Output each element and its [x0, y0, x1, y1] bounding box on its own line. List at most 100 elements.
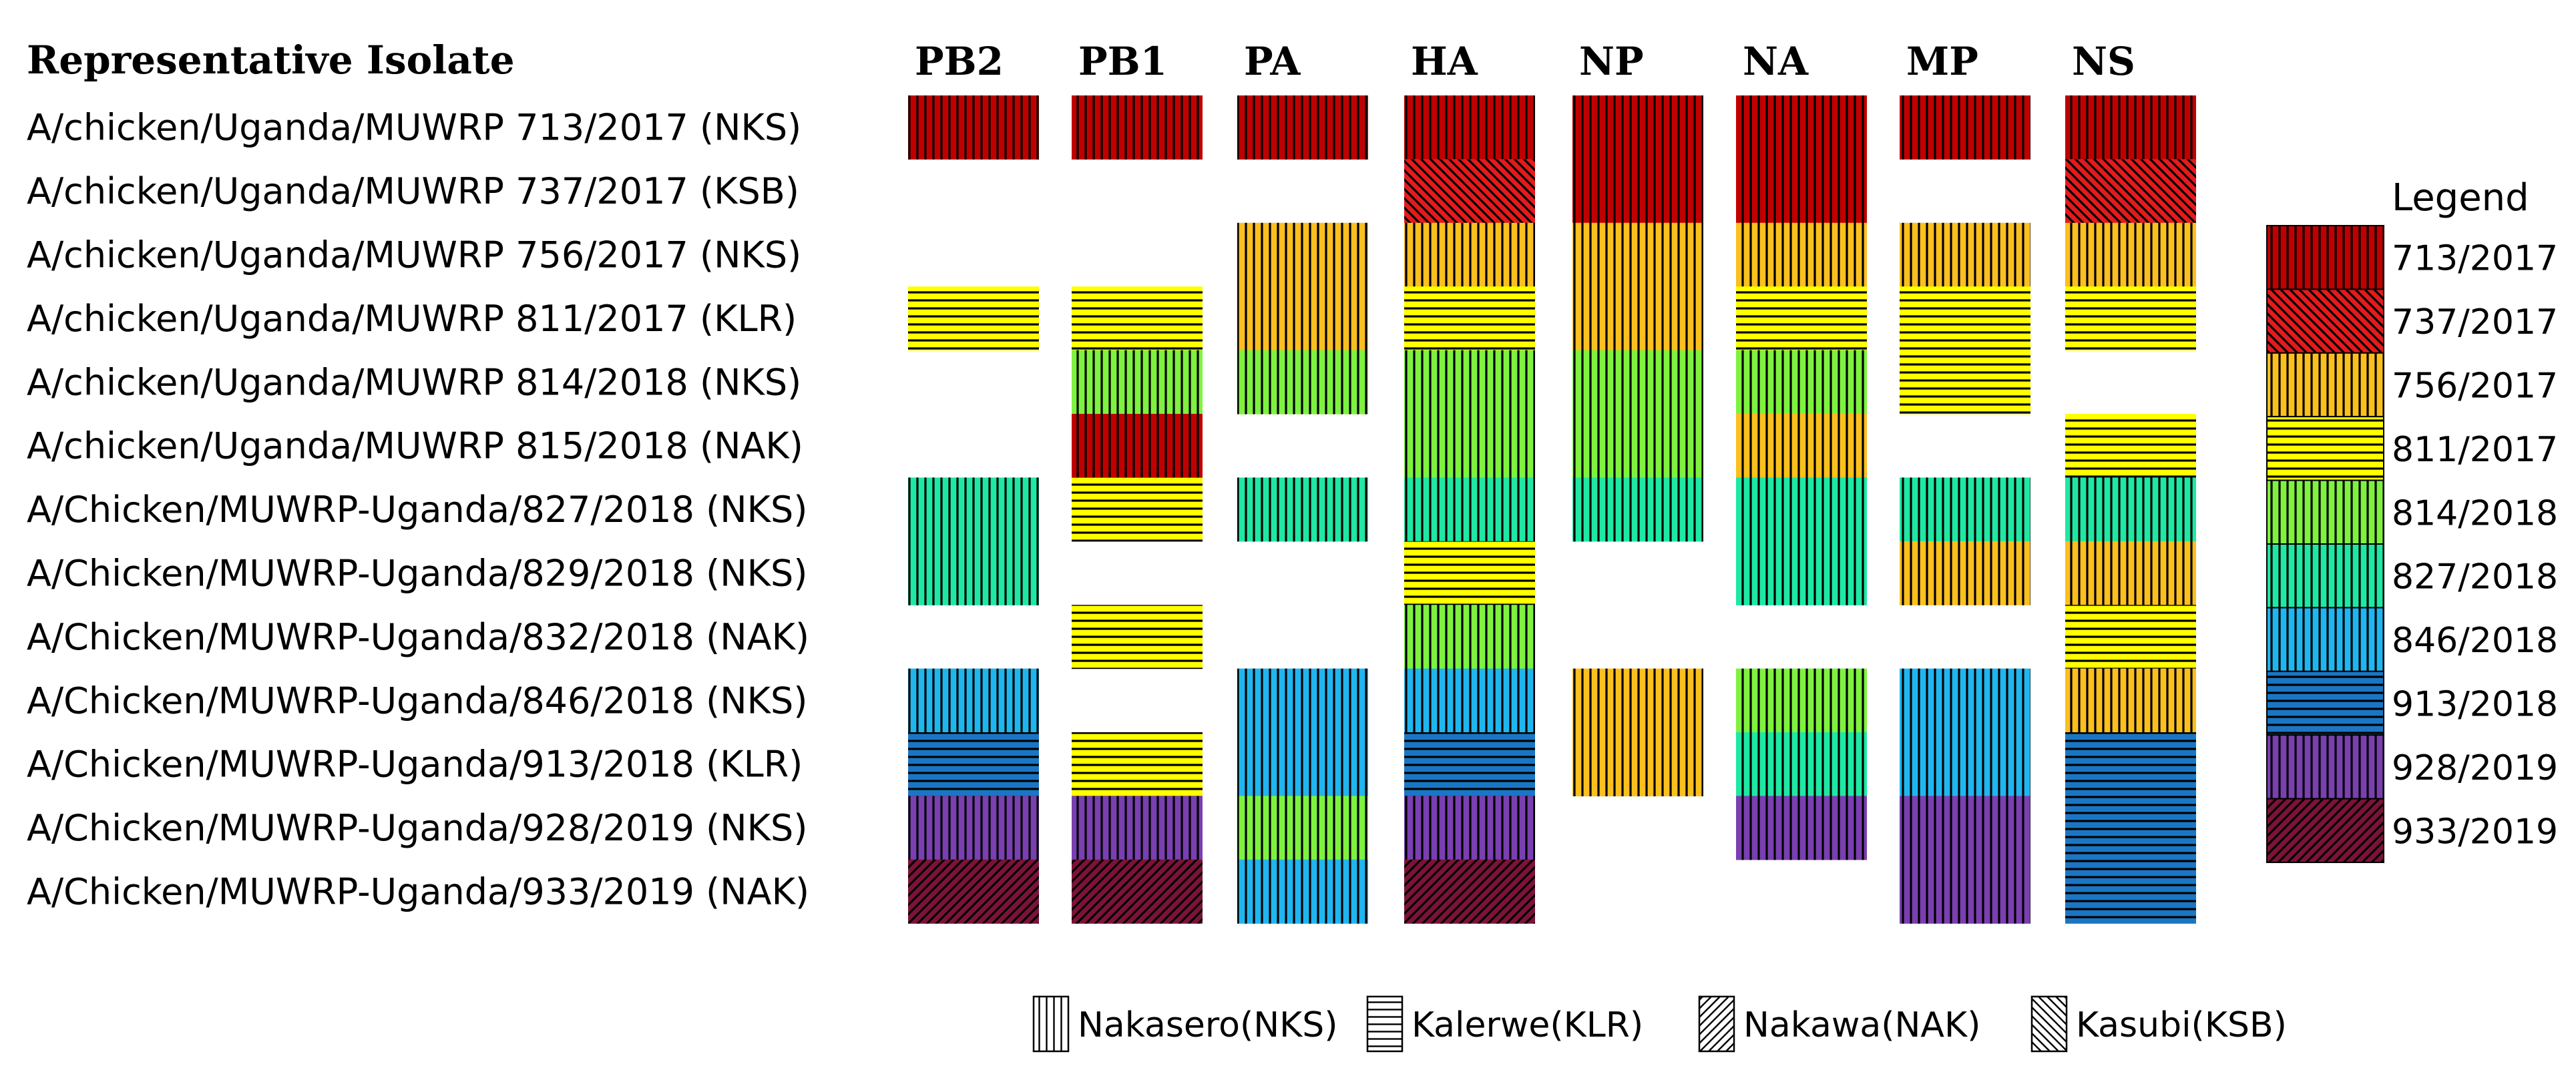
isolate-label: A/chicken/Uganda/MUWRP 814/2018 (NKS): [27, 361, 801, 403]
cell-na-713-2017: [1736, 95, 1867, 160]
cell-na-928-2019: [1736, 796, 1867, 860]
cell-np-814-2018: [1572, 414, 1703, 478]
cell-ha-756-2017: [1404, 222, 1535, 287]
legend-swatch-814-2018: [2266, 479, 2384, 545]
cell-na-756-2017: [1736, 414, 1867, 478]
cell-ha-713-2017: [1404, 95, 1535, 160]
isolate-label: A/chicken/Uganda/MUWRP 756/2017 (NKS): [27, 234, 801, 276]
legend-label-846-2018: 846/2018: [2392, 621, 2558, 661]
cell-na-811-2017: [1736, 286, 1867, 351]
cell-pb1-814-2018: [1072, 350, 1203, 415]
cell-ns-913-2018: [2065, 732, 2196, 796]
cell-ha-846-2018: [1404, 668, 1535, 733]
legend-swatch-756-2017: [2266, 352, 2384, 418]
cell-ns-811-2017: [2065, 286, 2196, 351]
legend-label-827-2018: 827/2018: [2392, 557, 2558, 597]
cell-pb2-846-2018: [908, 668, 1039, 733]
cell-na-713-2017: [1736, 159, 1867, 224]
segment-header-pb1: PB1: [1078, 39, 1167, 84]
cell-ns-737-2017: [2065, 159, 2196, 224]
legend-label-814-2018: 814/2018: [2392, 493, 2558, 533]
cell-mp-756-2017: [1900, 541, 2030, 605]
legend-label-811-2017: 811/2017: [2392, 430, 2558, 470]
cell-ha-811-2017: [1404, 541, 1535, 605]
lineage-legend: 713/2017 737/2017 756/2017 811/2017 814/2018…: [2266, 225, 2558, 863]
cell-pb1-811-2017: [1072, 286, 1203, 351]
cell-mp-846-2018: [1900, 668, 2030, 733]
cell-ha-827-2018: [1404, 477, 1535, 542]
legend-swatch-913-2018: [2266, 670, 2384, 736]
isolate-label: A/Chicken/MUWRP-Uganda/829/2018 (NKS): [27, 553, 807, 595]
isolate-label: A/chicken/Uganda/MUWRP 737/2017 (KSB): [27, 170, 799, 212]
cell-ns-913-2018: [2065, 796, 2196, 860]
cell-np-756-2017: [1572, 222, 1703, 287]
isolate-label: A/Chicken/MUWRP-Uganda/827/2018 (NKS): [27, 489, 807, 531]
cell-ha-814-2018: [1404, 414, 1535, 478]
cell-ha-913-2018: [1404, 732, 1535, 796]
pattern-key-label-nks: Nakasero(NKS): [1078, 1005, 1338, 1045]
cell-np-713-2017: [1572, 159, 1703, 224]
lineage-cells: [908, 95, 2196, 924]
cell-ns-756-2017: [2065, 668, 2196, 733]
cell-mp-846-2018: [1900, 732, 2030, 796]
cell-ha-811-2017: [1404, 286, 1535, 351]
cell-mp-811-2017: [1900, 286, 2030, 351]
pattern-key-swatch-nks: [1032, 995, 1070, 1053]
legend-label-933-2019: 933/2019: [2392, 812, 2558, 852]
cell-np-827-2018: [1572, 477, 1703, 542]
cell-pb2-933-2019: [908, 859, 1039, 924]
isolate-label: A/chicken/Uganda/MUWRP 713/2017 (NKS): [27, 107, 801, 149]
cell-pb2-713-2017: [908, 95, 1039, 160]
cell-mp-928-2019: [1900, 796, 2030, 860]
legend-label-928-2019: 928/2019: [2392, 748, 2558, 788]
legend-label-756-2017: 756/2017: [2392, 366, 2558, 407]
cell-na-756-2017: [1736, 222, 1867, 287]
cell-pa-814-2018: [1237, 350, 1368, 415]
cell-mp-756-2017: [1900, 222, 2030, 287]
cell-ha-737-2017: [1404, 159, 1535, 224]
pattern-key-label-klr: Kalerwe(KLR): [1412, 1005, 1643, 1045]
cell-pb2-827-2018: [908, 477, 1039, 542]
segment-header-np: NP: [1579, 39, 1644, 84]
cell-pb1-933-2019: [1072, 859, 1203, 924]
pattern-key-swatch-ksb: [2030, 995, 2068, 1053]
segment-header-ha: HA: [1411, 39, 1478, 84]
cell-ns-811-2017: [2065, 605, 2196, 669]
cell-mp-811-2017: [1900, 350, 2030, 415]
cell-pb2-928-2019: [908, 796, 1039, 860]
pattern-key-swatch-klr: [1366, 995, 1404, 1053]
segment-header-pb2: PB2: [915, 39, 1004, 84]
legend-title: Legend: [2392, 176, 2529, 220]
representative-isolate-heading: Representative Isolate: [27, 37, 515, 83]
legend-swatch-827-2018: [2266, 543, 2384, 609]
cell-ha-814-2018: [1404, 350, 1535, 415]
cell-ns-913-2018: [2065, 859, 2196, 924]
cell-ns-827-2018: [2065, 477, 2196, 542]
cell-na-827-2018: [1736, 732, 1867, 796]
cell-ns-756-2017: [2065, 222, 2196, 287]
cell-na-814-2018: [1736, 350, 1867, 415]
cell-pb1-713-2017: [1072, 95, 1203, 160]
cell-pa-756-2017: [1237, 286, 1368, 351]
cell-pa-827-2018: [1237, 477, 1368, 542]
cell-ns-756-2017: [2065, 541, 2196, 605]
legend-swatch-713-2017: [2266, 225, 2384, 290]
cell-na-827-2018: [1736, 541, 1867, 605]
isolate-label: A/Chicken/MUWRP-Uganda/933/2019 (NAK): [27, 871, 809, 913]
cell-pb1-811-2017: [1072, 732, 1203, 796]
cell-na-814-2018: [1736, 668, 1867, 733]
legend-label-713-2017: 713/2017: [2392, 239, 2558, 279]
cell-np-814-2018: [1572, 350, 1703, 415]
cell-ha-928-2019: [1404, 796, 1535, 860]
isolate-label: A/chicken/Uganda/MUWRP 811/2017 (KLR): [27, 298, 797, 340]
cell-pb1-928-2019: [1072, 796, 1203, 860]
legend-swatch-811-2017: [2266, 416, 2384, 481]
isolate-label: A/chicken/Uganda/MUWRP 815/2018 (NAK): [27, 425, 803, 467]
pattern-key-label-ksb: Kasubi(KSB): [2076, 1005, 2287, 1045]
legend-swatch-928-2019: [2266, 734, 2384, 800]
cell-pb1-811-2017: [1072, 477, 1203, 542]
cell-pa-814-2018: [1237, 796, 1368, 860]
isolate-label: A/Chicken/MUWRP-Uganda/913/2018 (KLR): [27, 744, 803, 786]
isolate-label: A/Chicken/MUWRP-Uganda/846/2018 (NKS): [27, 680, 807, 722]
